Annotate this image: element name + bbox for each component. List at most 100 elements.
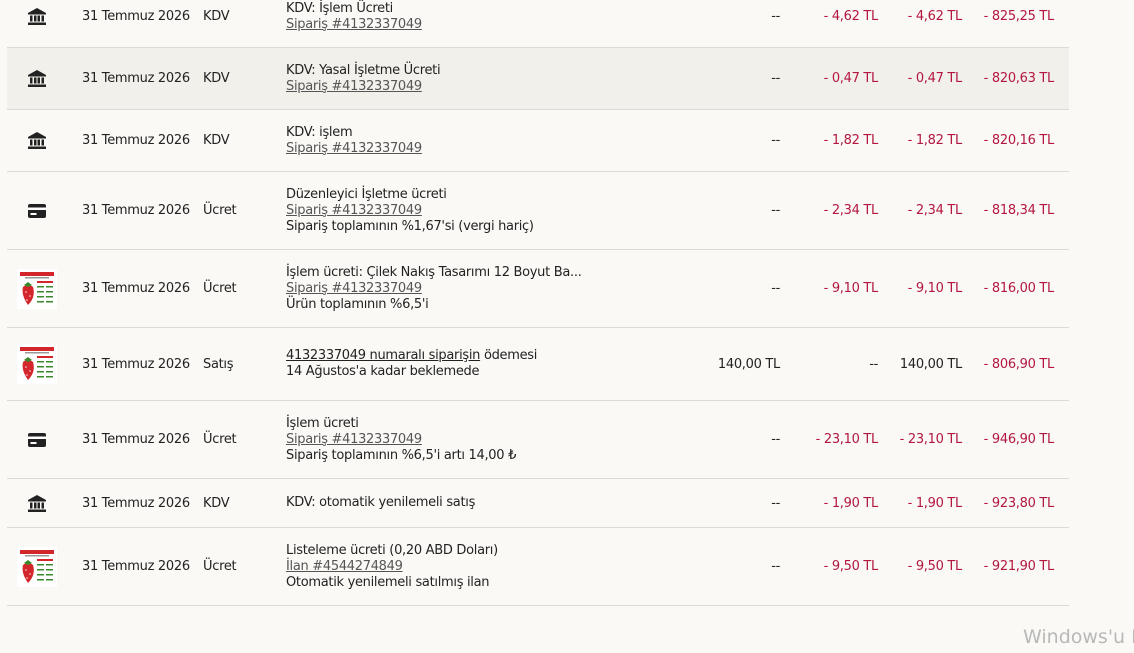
row-icon xyxy=(7,528,67,605)
details-text: KDV: Yasal İşletme Ücreti xyxy=(286,62,441,78)
table-row: 31 Temmuz 2026 KDV KDV: Yasal İşletme Ücre… xyxy=(7,48,1069,110)
type: KDV xyxy=(203,9,230,24)
details-line: Sipariş toplamının %1,67'si (vergi hariç… xyxy=(286,219,534,235)
bank-icon xyxy=(28,132,46,149)
row-icon xyxy=(7,110,67,171)
type: KDV xyxy=(203,495,230,511)
balance: - 923,80 TL xyxy=(983,495,1055,511)
date: 31 Temmuz 2026 xyxy=(82,71,190,86)
bank-icon xyxy=(28,70,46,87)
type: Ücret xyxy=(203,281,237,296)
details-line: Sipariş #4132337049 xyxy=(286,281,422,297)
details-line: İlan #4544274849 xyxy=(286,559,403,575)
date: 31 Temmuz 2026 xyxy=(82,9,190,24)
table-row: 31 Temmuz 2026 Ücret Listeleme ücreti (0,2… xyxy=(7,528,1069,606)
details-line: Sipariş #4132337049 xyxy=(286,141,422,157)
details-line: İşlem ücreti: Çilek Nakış Tasarımı 12 Bo… xyxy=(286,265,582,281)
amount: -- xyxy=(771,203,780,218)
type: Ücret xyxy=(203,203,237,218)
net: - 9,10 TL xyxy=(907,281,963,296)
date: 31 Temmuz 2026 xyxy=(82,432,190,447)
details-text: Otomatik yenilemeli satılmış ilan xyxy=(286,574,490,590)
details-line: Sipariş #4132337049 xyxy=(286,432,422,448)
thumb-icon xyxy=(17,344,57,384)
date: 31 Temmuz 2026 xyxy=(82,281,190,296)
details-line: KDV: otomatik yenilemeli satış xyxy=(286,495,475,511)
net: 140,00 TL xyxy=(899,356,962,372)
fees: -- xyxy=(869,356,878,372)
details: İşlem ücreti Sipariş #4132337049 Sipariş t… xyxy=(286,401,686,478)
net: - 0,47 TL xyxy=(907,71,963,86)
order-link[interactable]: 4132337049 numaralı siparişin xyxy=(286,348,481,363)
card-icon xyxy=(28,203,46,218)
thumb-icon xyxy=(17,268,57,309)
table-row: 31 Temmuz 2026 Ücret İşlem ücreti Sipariş #… xyxy=(7,401,1069,479)
date: 31 Temmuz 2026 xyxy=(82,356,190,372)
bank-icon xyxy=(28,494,46,512)
bank-icon xyxy=(28,8,46,25)
row-icon xyxy=(7,0,67,47)
order-link[interactable]: Sipariş #4132337049 xyxy=(286,140,422,156)
amount: -- xyxy=(771,133,780,148)
date: 31 Temmuz 2026 xyxy=(82,495,190,511)
details-line: İşlem ücreti xyxy=(286,416,359,432)
amount: 140,00 TL xyxy=(717,356,780,372)
amount: -- xyxy=(771,495,780,511)
date: 31 Temmuz 2026 xyxy=(82,133,190,148)
order-link[interactable]: Sipariş #4132337049 xyxy=(286,202,422,218)
balance: - 825,25 TL xyxy=(983,9,1055,24)
windows-watermark: Windows'u E xyxy=(1023,626,1134,648)
details-text: KDV: İşlem Ücreti xyxy=(286,0,393,16)
net: - 2,34 TL xyxy=(907,203,963,218)
details: İşlem ücreti: Çilek Nakış Tasarımı 12 Bo… xyxy=(286,250,686,327)
fees: - 1,82 TL xyxy=(823,133,879,148)
order-link[interactable]: Sipariş #4132337049 xyxy=(286,78,422,94)
amount: -- xyxy=(771,9,780,24)
table-row: 31 Temmuz 2026 Satış 4132337049 numaralı s… xyxy=(7,328,1069,401)
amount: -- xyxy=(771,559,780,574)
balance: - 946,90 TL xyxy=(983,432,1055,447)
type: Satış xyxy=(203,356,234,372)
thumb-icon xyxy=(17,546,57,587)
fees: - 0,47 TL xyxy=(823,71,879,86)
date: 31 Temmuz 2026 xyxy=(82,203,190,218)
order-link[interactable]: Sipariş #4132337049 xyxy=(286,16,422,32)
fees: - 23,10 TL xyxy=(815,432,879,447)
details-line: KDV: İşlem Ücreti xyxy=(286,1,393,17)
fees: - 2,34 TL xyxy=(823,203,879,218)
fees: - 9,50 TL xyxy=(823,559,879,574)
details-text: Listeleme ücreti (0,20 ABD Doları) xyxy=(286,542,498,558)
amount: -- xyxy=(771,71,780,86)
details-line: Sipariş #4132337049 xyxy=(286,17,422,33)
balance: - 806,90 TL xyxy=(983,356,1055,372)
details-line: Listeleme ücreti (0,20 ABD Doları) xyxy=(286,543,498,559)
details: KDV: otomatik yenilemeli satış xyxy=(286,479,686,527)
details: KDV: İşlem Ücreti Sipariş #4132337049 xyxy=(286,0,686,47)
details: Düzenleyici İşletme ücreti Sipariş #41323… xyxy=(286,172,686,249)
net: - 23,10 TL xyxy=(899,432,963,447)
balance: - 820,63 TL xyxy=(983,71,1055,86)
type: KDV xyxy=(203,133,230,148)
details-text: KDV: otomatik yenilemeli satış xyxy=(286,495,476,510)
row-icon xyxy=(7,172,67,249)
details-text: Sipariş toplamının %1,67'si (vergi hariç… xyxy=(286,218,534,234)
type: Ücret xyxy=(203,432,237,447)
details-text: KDV: işlem xyxy=(286,124,353,140)
order-link[interactable]: Sipariş #4132337049 xyxy=(286,431,422,447)
details-text: Ürün toplamının %6,5'i xyxy=(286,296,429,312)
details-line: Sipariş toplamının %6,5'i artı 14,00 ₺ xyxy=(286,448,516,464)
row-icon xyxy=(7,328,67,400)
amount: -- xyxy=(771,432,780,447)
order-link[interactable]: İlan #4544274849 xyxy=(286,558,403,574)
details-text: Düzenleyici İşletme ücreti xyxy=(286,186,447,202)
net: - 4,62 TL xyxy=(907,9,963,24)
net: - 9,50 TL xyxy=(907,559,963,574)
details-line: Düzenleyici İşletme ücreti xyxy=(286,187,447,203)
order-link[interactable]: Sipariş #4132337049 xyxy=(286,280,422,296)
net: - 1,90 TL xyxy=(907,495,963,511)
row-icon xyxy=(7,48,67,109)
row-icon xyxy=(7,401,67,478)
table-row: 31 Temmuz 2026 Ücret İşlem ücreti: Çilek N… xyxy=(7,250,1069,328)
